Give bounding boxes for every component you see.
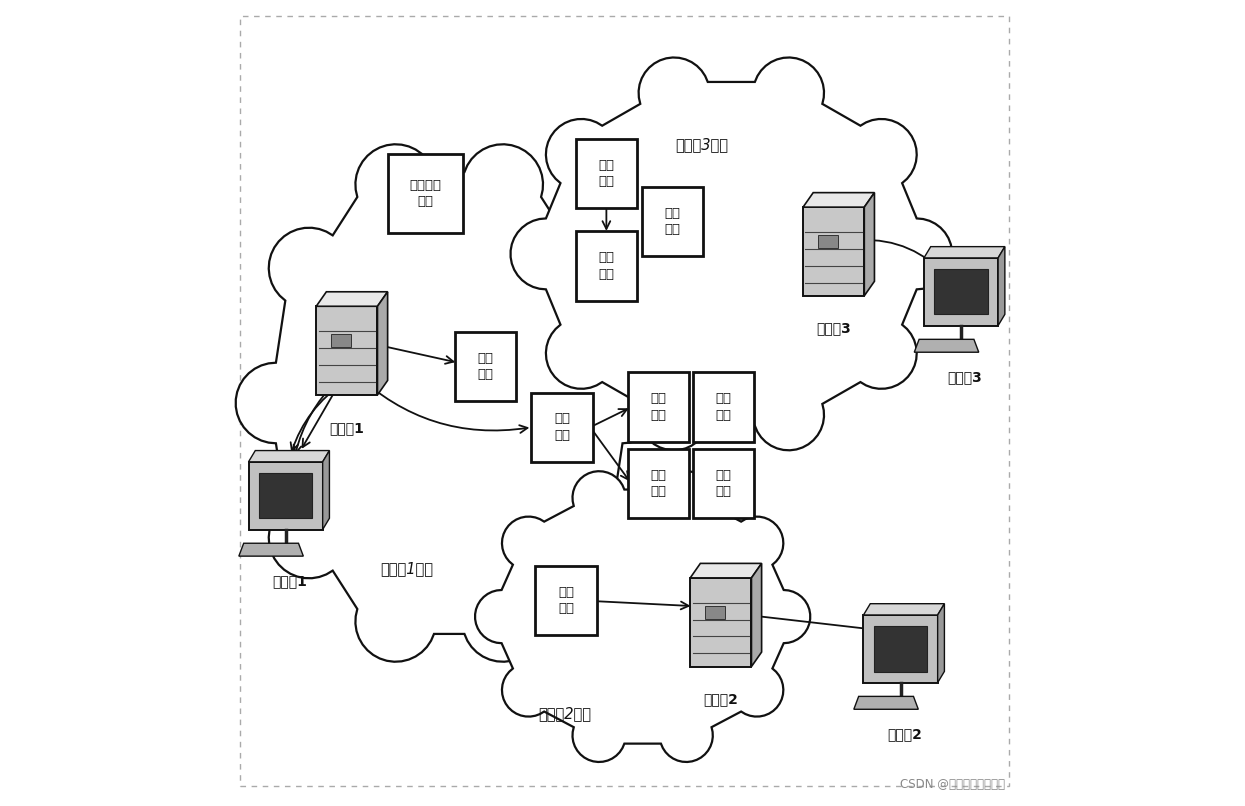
Polygon shape <box>259 473 312 518</box>
FancyBboxPatch shape <box>331 334 351 347</box>
Text: 运营商1网络: 运营商1网络 <box>381 561 433 575</box>
Text: 运营商3网络: 运营商3网络 <box>675 138 728 152</box>
Polygon shape <box>239 543 304 556</box>
Text: 服务器1: 服务器1 <box>330 421 365 434</box>
FancyBboxPatch shape <box>692 372 754 442</box>
Polygon shape <box>752 563 762 667</box>
Polygon shape <box>377 292 387 395</box>
FancyBboxPatch shape <box>575 231 637 301</box>
Polygon shape <box>864 604 945 615</box>
Polygon shape <box>864 615 937 683</box>
Polygon shape <box>690 563 762 578</box>
Text: 中继
节点: 中继 节点 <box>478 352 493 381</box>
FancyBboxPatch shape <box>535 566 596 635</box>
Polygon shape <box>924 247 1005 258</box>
FancyBboxPatch shape <box>387 154 462 233</box>
Text: 中继
节点: 中继 节点 <box>665 207 681 236</box>
FancyBboxPatch shape <box>692 449 754 518</box>
Text: 服务器3: 服务器3 <box>817 322 852 335</box>
Text: 服务器2: 服务器2 <box>703 692 738 706</box>
Text: 中继
节点: 中继 节点 <box>558 586 574 615</box>
Polygon shape <box>864 193 874 296</box>
Polygon shape <box>316 292 387 306</box>
Text: 中继
节点: 中继 节点 <box>554 413 570 442</box>
Polygon shape <box>874 626 928 671</box>
Polygon shape <box>316 306 377 395</box>
FancyBboxPatch shape <box>454 332 517 401</box>
Polygon shape <box>854 696 919 709</box>
Text: 客户端1: 客户端1 <box>273 574 308 588</box>
FancyBboxPatch shape <box>705 606 725 619</box>
Text: 选路决策
节点: 选路决策 节点 <box>410 179 441 208</box>
Text: 中继
节点: 中继 节点 <box>715 393 731 422</box>
Polygon shape <box>249 451 330 462</box>
Polygon shape <box>476 472 810 762</box>
Polygon shape <box>998 247 1005 326</box>
FancyBboxPatch shape <box>642 187 703 256</box>
Text: 客户端3: 客户端3 <box>947 370 982 384</box>
FancyBboxPatch shape <box>818 235 838 248</box>
Polygon shape <box>510 57 952 451</box>
Text: 中继
节点: 中继 节点 <box>651 393 667 422</box>
FancyBboxPatch shape <box>532 393 593 462</box>
Polygon shape <box>322 451 330 530</box>
FancyBboxPatch shape <box>629 449 690 518</box>
Polygon shape <box>803 207 864 296</box>
Text: CSDN @等风来不如迎风去: CSDN @等风来不如迎风去 <box>900 779 1006 791</box>
Text: 客户端2: 客户端2 <box>888 727 923 741</box>
Polygon shape <box>690 578 752 667</box>
Polygon shape <box>914 339 979 352</box>
Polygon shape <box>235 144 662 662</box>
Text: 中继
节点: 中继 节点 <box>599 159 614 188</box>
Polygon shape <box>924 258 998 326</box>
Text: 运营商2网络: 运营商2网络 <box>538 706 591 721</box>
Text: 中继
节点: 中继 节点 <box>599 251 614 280</box>
FancyBboxPatch shape <box>629 372 690 442</box>
Polygon shape <box>249 462 322 530</box>
Polygon shape <box>803 193 874 207</box>
FancyBboxPatch shape <box>575 139 637 208</box>
Polygon shape <box>934 269 987 314</box>
Polygon shape <box>937 604 945 683</box>
Text: 中继
节点: 中继 节点 <box>651 469 667 498</box>
Text: 中继
节点: 中继 节点 <box>715 469 731 498</box>
